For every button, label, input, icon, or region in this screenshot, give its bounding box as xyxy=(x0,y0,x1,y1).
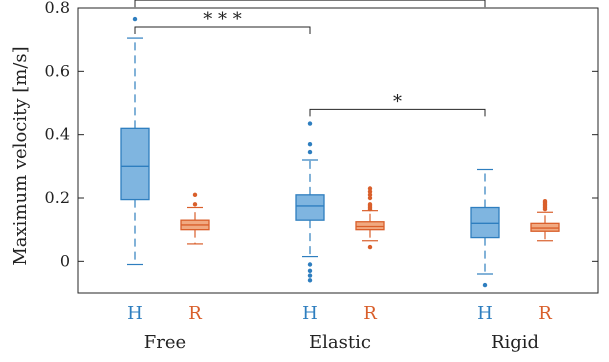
box-marks xyxy=(120,16,560,288)
axes: 0 0.2 0.4 0.6 0.8 xyxy=(45,0,599,294)
outlier-point xyxy=(192,192,198,198)
group-label: Rigid xyxy=(491,332,539,353)
box-iqr xyxy=(355,221,385,231)
condition-label: H xyxy=(127,303,143,324)
outlier-point xyxy=(192,202,198,207)
box-iqr xyxy=(530,222,560,232)
significance-label: * * * xyxy=(291,0,329,3)
condition-label: H xyxy=(477,303,493,324)
significance-bracket: * * * xyxy=(134,0,486,8)
condition-label: R xyxy=(538,303,552,324)
y-tick-label: 0 xyxy=(60,251,70,270)
outlier-point xyxy=(307,262,313,267)
significance-bracket: * xyxy=(309,91,486,117)
condition-label: R xyxy=(363,303,377,324)
outlier-point xyxy=(307,121,313,126)
condition-label: H xyxy=(302,303,318,324)
group-label: Elastic xyxy=(309,332,371,353)
significance-annotations: * * * * * * * xyxy=(134,0,486,117)
plot-frame xyxy=(77,7,599,294)
outlier-point xyxy=(132,16,138,22)
outlier-point xyxy=(367,192,373,198)
outlier-point xyxy=(367,244,373,250)
outlier-point xyxy=(367,186,373,191)
outlier-point xyxy=(307,141,313,147)
box-elastic-r xyxy=(355,186,385,250)
outlier-point xyxy=(482,282,488,288)
outlier-point xyxy=(307,149,313,155)
bracket-line xyxy=(134,26,311,34)
y-tick-label: 0.2 xyxy=(45,188,70,207)
box-free-r xyxy=(180,192,210,245)
box-iqr xyxy=(120,127,150,201)
condition-label: R xyxy=(188,303,202,324)
significance-label: * * * xyxy=(203,9,241,30)
box-free-h xyxy=(120,16,150,266)
outlier-point xyxy=(367,202,373,207)
significance-label: * xyxy=(393,91,402,112)
significance-bracket: * * * xyxy=(134,9,311,34)
box-rigid-r xyxy=(530,198,560,242)
bracket-line xyxy=(309,108,486,117)
outlier-point xyxy=(367,195,373,201)
box-iqr xyxy=(295,194,325,221)
outlier-point xyxy=(307,278,313,283)
bracket-line xyxy=(134,0,486,8)
y-tick-label: 0.8 xyxy=(45,0,70,17)
outlier-point xyxy=(542,198,548,204)
group-label: Free xyxy=(144,332,186,353)
y-axis-title: Maximum velocity [m/s] xyxy=(10,46,31,265)
box-rigid-h xyxy=(470,168,500,288)
outlier-point xyxy=(307,273,313,278)
box-iqr xyxy=(470,206,500,239)
outlier-point xyxy=(367,189,373,194)
y-tick-label: 0.6 xyxy=(45,61,70,80)
y-tick-label: 0.4 xyxy=(45,125,70,144)
outlier-point xyxy=(307,268,313,274)
box-elastic-h xyxy=(295,121,325,283)
